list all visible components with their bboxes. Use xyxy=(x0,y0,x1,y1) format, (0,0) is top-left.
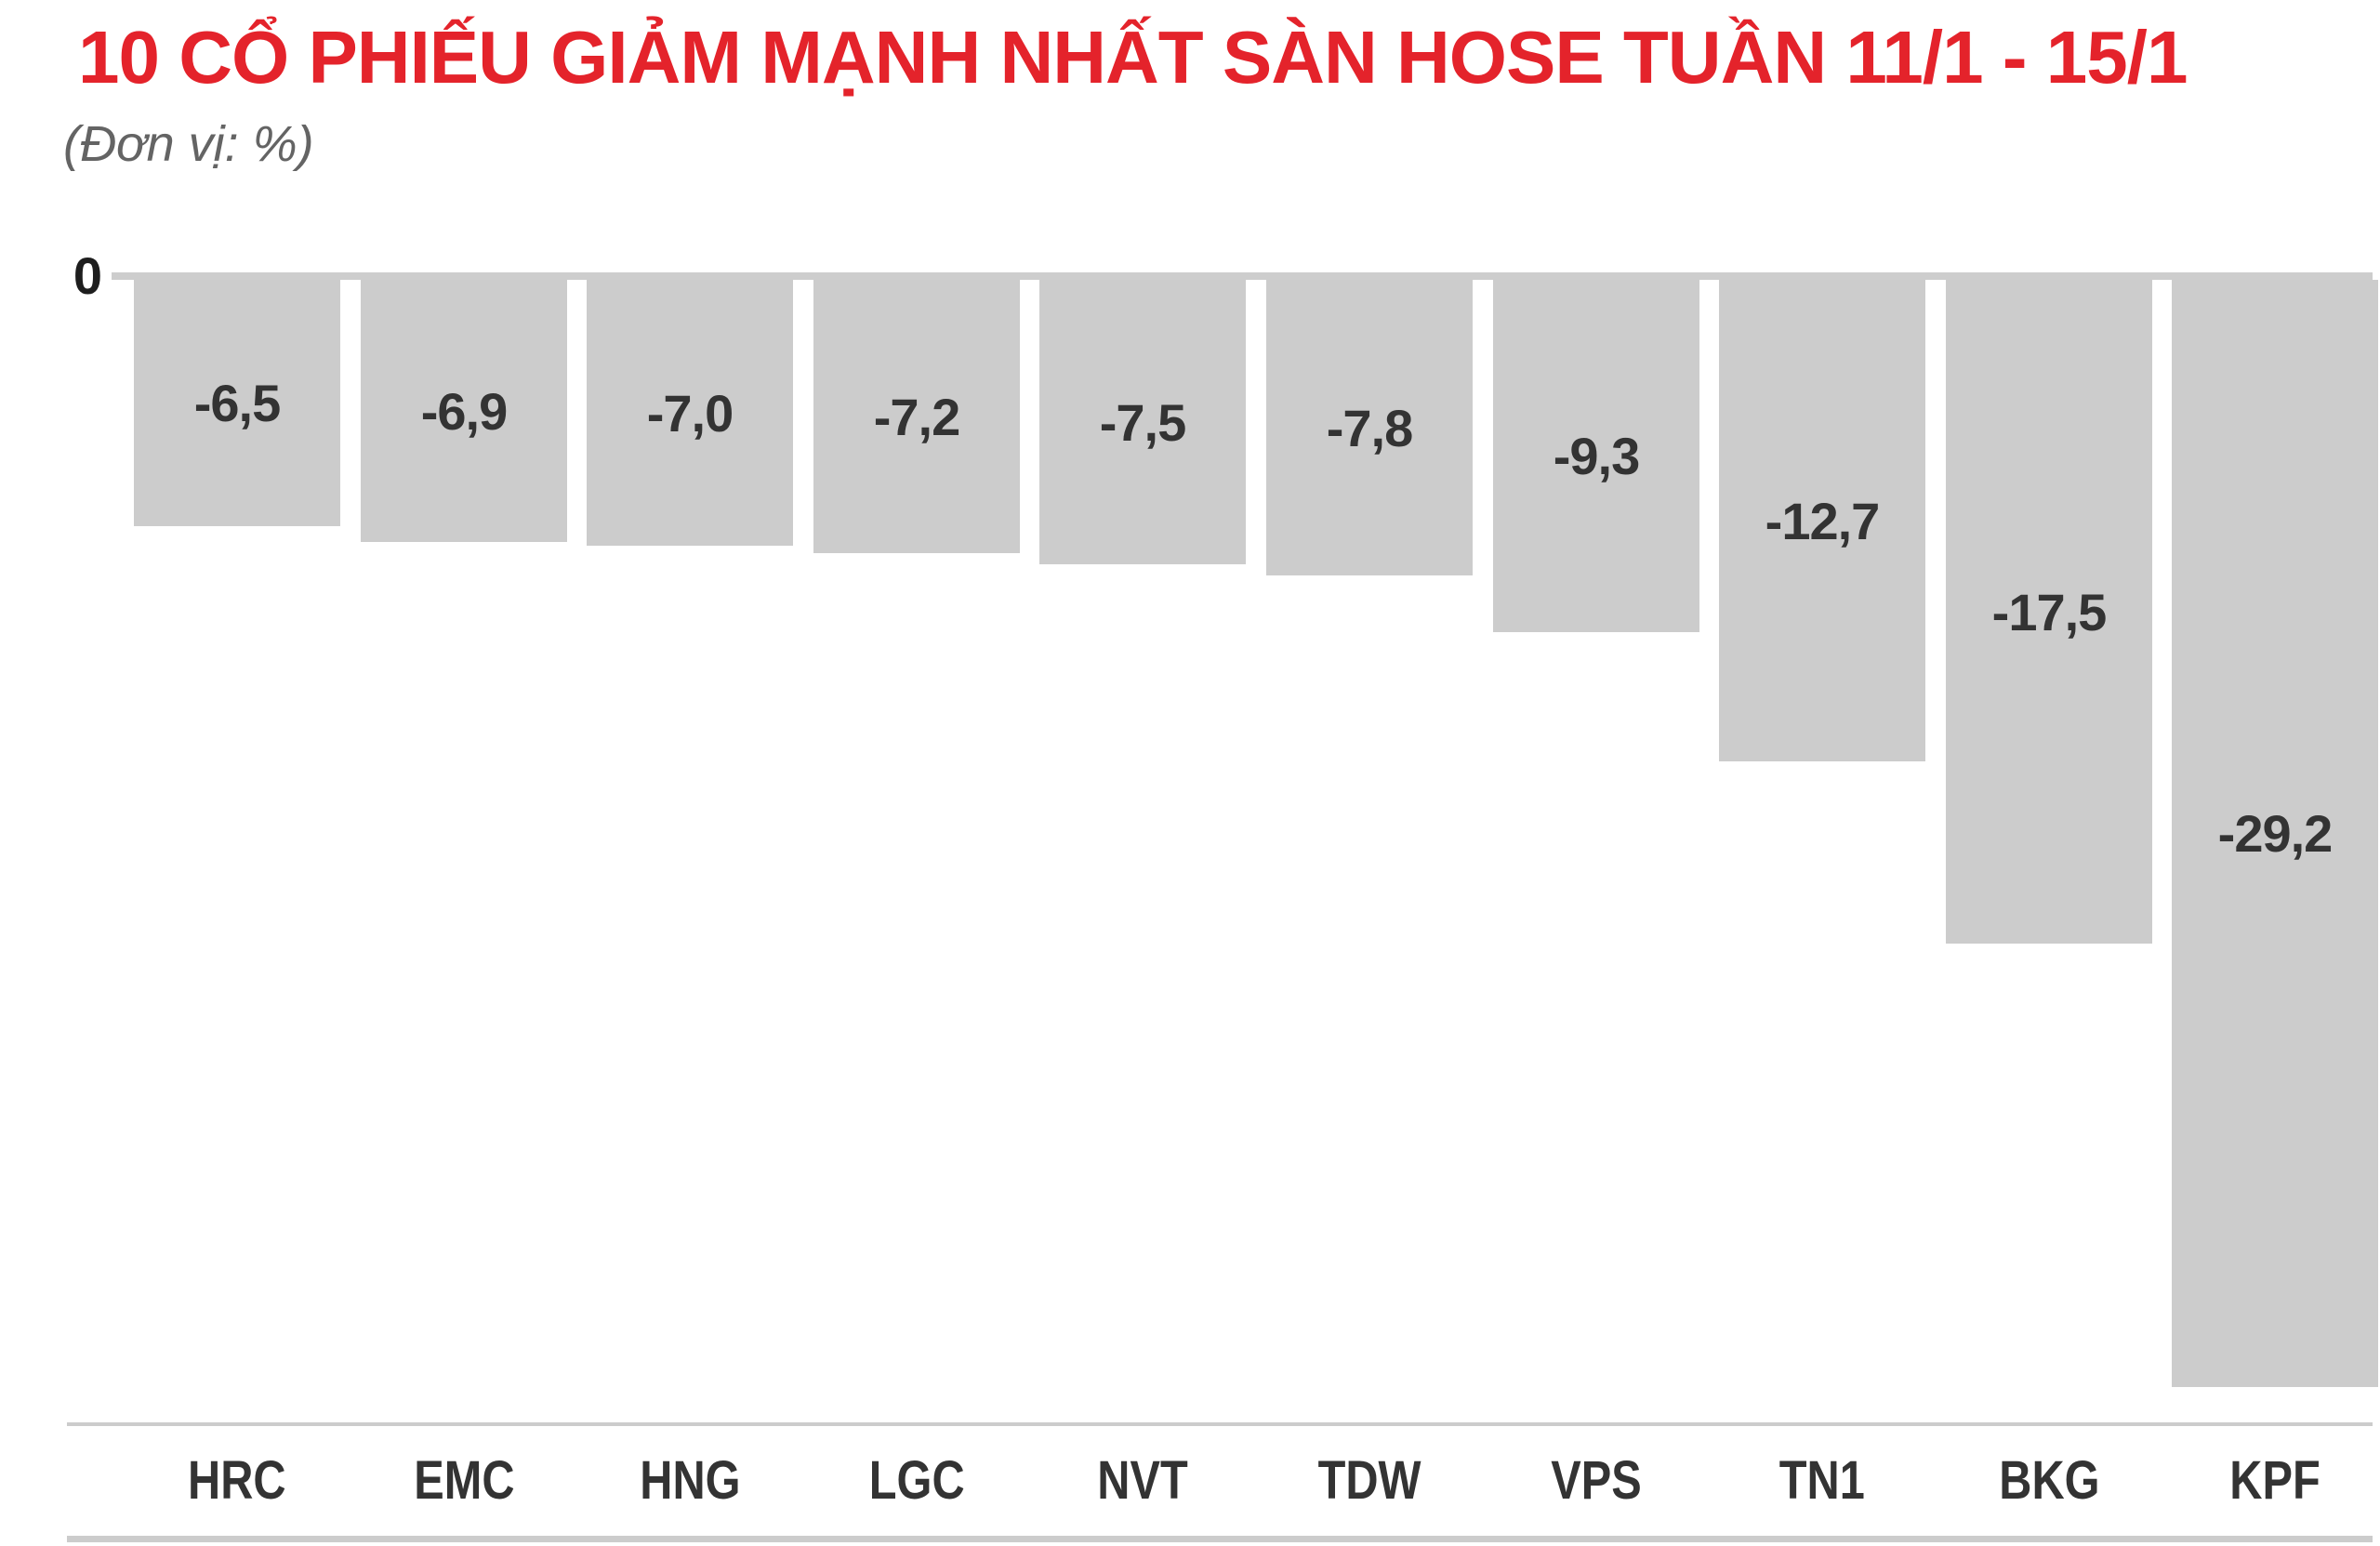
page-title: 10 CỔ PHIẾU GIẢM MẠNH NHẤT SÀN HOSE TUẦN… xyxy=(78,16,2188,99)
category-axis-bottom-line xyxy=(67,1536,2373,1542)
bar-tn1: -12,7 xyxy=(1719,280,1925,761)
category-label-nvt: NVT xyxy=(1097,1449,1188,1511)
bar-nvt: -7,5 xyxy=(1039,280,1246,564)
bar-tdw: -7,8 xyxy=(1266,280,1473,575)
bar-kpf: -29,2 xyxy=(2172,280,2378,1387)
unit-note: (Đơn vị: %) xyxy=(63,116,314,172)
category-label-tdw: TDW xyxy=(1317,1449,1421,1511)
bar-value-label: -12,7 xyxy=(1765,491,1881,550)
bar-emc: -6,9 xyxy=(361,280,567,542)
bar-vps: -9,3 xyxy=(1493,280,1699,632)
bar-value-label: -7,5 xyxy=(1099,392,1186,452)
zero-axis-label: 0 xyxy=(73,246,102,305)
category-label-hrc: HRC xyxy=(188,1449,286,1511)
category-label-emc: EMC xyxy=(413,1449,515,1511)
bar-value-label: -29,2 xyxy=(2217,804,2334,863)
bar-value-label: -6,9 xyxy=(420,381,508,441)
category-axis-top-line xyxy=(67,1422,2373,1426)
bar-bkg: -17,5 xyxy=(1946,280,2152,944)
bar-hrc: -6,5 xyxy=(134,280,340,526)
bar-value-label: -7,8 xyxy=(1326,398,1413,457)
bar-value-label: -6,5 xyxy=(193,374,281,432)
bar-value-label: -9,3 xyxy=(1553,427,1640,485)
bar-value-label: -7,0 xyxy=(646,383,734,443)
bar-value-label: -7,2 xyxy=(873,387,960,446)
category-label-hng: HNG xyxy=(639,1449,741,1511)
category-label-bkg: BKG xyxy=(1998,1449,2100,1511)
category-label-tn1: TN1 xyxy=(1778,1449,1866,1511)
category-label-kpf: KPF xyxy=(2229,1449,2320,1511)
bar-value-label: -17,5 xyxy=(1991,582,2108,641)
bar-hng: -7,0 xyxy=(587,280,793,546)
zero-axis-line xyxy=(112,272,2373,280)
bar-lgc: -7,2 xyxy=(813,280,1020,553)
category-label-vps: VPS xyxy=(1551,1449,1642,1511)
category-label-lgc: LGC xyxy=(868,1449,965,1511)
